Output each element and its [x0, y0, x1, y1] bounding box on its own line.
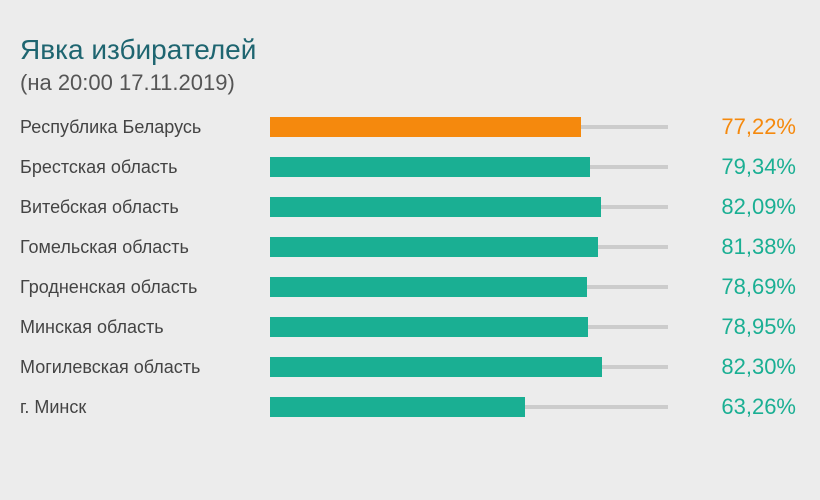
category-label: Гомельская область	[20, 237, 189, 257]
value-label: 78,95%	[721, 314, 796, 339]
bar	[270, 317, 588, 337]
bar	[270, 397, 525, 417]
bar	[270, 277, 587, 297]
chart-subtitle: (на 20:00 17.11.2019)	[20, 70, 235, 95]
bar	[270, 237, 598, 257]
category-label: Минская область	[20, 317, 164, 337]
bar-row: Минская область 78,95%	[0, 312, 820, 342]
value-label: 82,30%	[721, 354, 796, 379]
category-label: Витебская область	[20, 197, 179, 217]
category-label: Республика Беларусь	[20, 117, 202, 137]
category-label: Гродненская область	[20, 277, 198, 297]
value-label: 63,26%	[721, 394, 796, 419]
bar-row: Брестская область 79,34%	[0, 152, 820, 182]
bar-row: г. Минск 63,26%	[0, 392, 820, 422]
value-label: 82,09%	[721, 194, 796, 219]
bar-row: Республика Беларусь 77,22%	[0, 112, 820, 142]
value-label: 78,69%	[721, 274, 796, 299]
bar-row: Гродненская область 78,69%	[0, 272, 820, 302]
category-label: г. Минск	[20, 397, 87, 417]
bar	[270, 197, 601, 217]
bar	[270, 117, 581, 137]
value-label: 81,38%	[721, 234, 796, 259]
bar-row: Могилевская область 82,30%	[0, 352, 820, 382]
bar-row: Гомельская область 81,38%	[0, 232, 820, 262]
value-label: 79,34%	[721, 154, 796, 179]
bar-row: Витебская область 82,09%	[0, 192, 820, 222]
value-label: 77,22%	[721, 114, 796, 139]
bar	[270, 357, 602, 377]
bar	[270, 157, 590, 177]
category-label: Могилевская область	[20, 357, 201, 377]
category-label: Брестская область	[20, 157, 178, 177]
chart-title: Явка избирателей	[20, 34, 257, 65]
